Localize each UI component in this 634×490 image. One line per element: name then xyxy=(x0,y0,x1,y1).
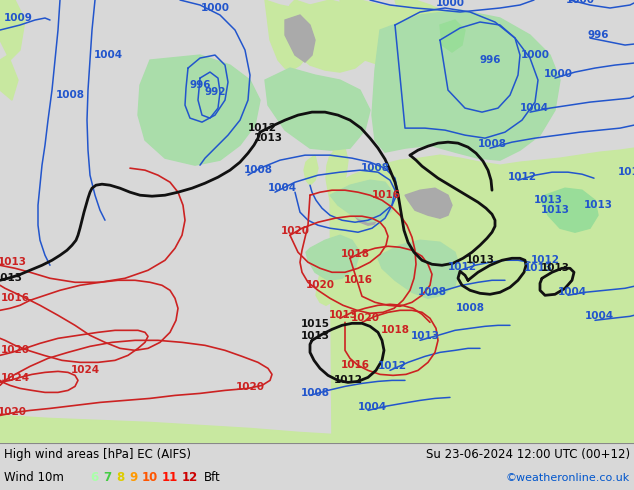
Polygon shape xyxy=(306,235,360,280)
Polygon shape xyxy=(542,188,598,232)
Text: 1008: 1008 xyxy=(301,389,330,398)
Polygon shape xyxy=(265,0,318,70)
Text: 1000: 1000 xyxy=(543,69,573,79)
Text: 1013: 1013 xyxy=(301,331,330,342)
Polygon shape xyxy=(330,148,634,443)
Text: 1012: 1012 xyxy=(448,262,477,272)
Text: 1012: 1012 xyxy=(247,123,276,133)
Text: 8: 8 xyxy=(116,471,124,484)
Text: 1013: 1013 xyxy=(410,331,439,342)
Text: 1008: 1008 xyxy=(477,139,507,149)
Text: 1000: 1000 xyxy=(566,0,595,5)
Text: Su 23-06-2024 12:00 UTC (00+12): Su 23-06-2024 12:00 UTC (00+12) xyxy=(426,448,630,461)
Text: 12: 12 xyxy=(182,471,198,484)
Text: 1013: 1013 xyxy=(618,167,634,177)
Polygon shape xyxy=(328,98,345,155)
Text: ©weatheronline.co.uk: ©weatheronline.co.uk xyxy=(506,473,630,483)
Text: 1020: 1020 xyxy=(235,382,264,392)
Polygon shape xyxy=(405,188,452,218)
Polygon shape xyxy=(138,55,260,165)
Text: 1012: 1012 xyxy=(377,361,406,371)
Text: 1004: 1004 xyxy=(358,402,387,413)
Polygon shape xyxy=(304,155,318,185)
Text: 1013: 1013 xyxy=(524,263,552,273)
Polygon shape xyxy=(0,416,634,443)
Polygon shape xyxy=(498,240,530,300)
Text: 1008: 1008 xyxy=(418,287,446,297)
Text: 1004: 1004 xyxy=(519,103,548,113)
Text: 6: 6 xyxy=(90,471,98,484)
Text: 1012: 1012 xyxy=(531,255,559,265)
Text: 1004: 1004 xyxy=(93,50,122,60)
Text: 1013: 1013 xyxy=(533,195,562,205)
Text: 1013: 1013 xyxy=(465,255,495,265)
Text: 1000: 1000 xyxy=(521,50,550,60)
Text: Bft: Bft xyxy=(204,471,221,484)
Polygon shape xyxy=(378,240,460,298)
Text: 1024: 1024 xyxy=(70,366,100,375)
Text: 1013: 1013 xyxy=(254,133,283,143)
Text: Wind 10m: Wind 10m xyxy=(4,471,64,484)
Text: 1012: 1012 xyxy=(507,172,536,182)
Polygon shape xyxy=(372,10,560,160)
Text: 1020: 1020 xyxy=(0,407,27,417)
Text: 1008: 1008 xyxy=(243,165,273,175)
Text: 10: 10 xyxy=(142,471,158,484)
Polygon shape xyxy=(285,0,380,72)
Text: 1013: 1013 xyxy=(541,263,569,273)
Polygon shape xyxy=(423,205,448,285)
Text: 1000: 1000 xyxy=(200,3,230,13)
Text: 1009: 1009 xyxy=(4,13,32,23)
Text: 1013: 1013 xyxy=(0,273,22,283)
Text: 1020: 1020 xyxy=(351,313,380,323)
Text: 1020: 1020 xyxy=(306,280,335,290)
Text: 996: 996 xyxy=(479,55,501,65)
Polygon shape xyxy=(316,205,385,305)
Polygon shape xyxy=(395,0,450,52)
Polygon shape xyxy=(340,0,410,65)
Text: 996: 996 xyxy=(587,30,609,40)
Text: 11: 11 xyxy=(162,471,178,484)
Polygon shape xyxy=(558,195,634,260)
Text: 7: 7 xyxy=(103,471,111,484)
Text: High wind areas [hPa] EC (AIFS): High wind areas [hPa] EC (AIFS) xyxy=(4,448,191,461)
Text: 1004: 1004 xyxy=(557,287,586,297)
Text: 1004: 1004 xyxy=(585,311,614,321)
Text: 1018: 1018 xyxy=(340,249,370,259)
Text: 1024: 1024 xyxy=(1,373,30,383)
Polygon shape xyxy=(326,248,360,300)
Text: 1016: 1016 xyxy=(344,275,373,285)
Polygon shape xyxy=(440,20,465,52)
Text: 1012: 1012 xyxy=(333,375,363,386)
Text: 1018: 1018 xyxy=(380,325,410,335)
Text: 1008: 1008 xyxy=(361,163,389,173)
Text: 1000: 1000 xyxy=(436,0,465,8)
Polygon shape xyxy=(285,15,315,62)
Text: 1008: 1008 xyxy=(56,90,84,100)
Polygon shape xyxy=(265,68,370,150)
Text: 1020: 1020 xyxy=(1,345,30,355)
Text: 1016: 1016 xyxy=(340,360,370,370)
Text: 1013: 1013 xyxy=(0,257,27,267)
Polygon shape xyxy=(0,0,25,60)
Text: 1020: 1020 xyxy=(280,226,309,236)
Polygon shape xyxy=(326,148,348,205)
Text: 9: 9 xyxy=(129,471,137,484)
Text: 1013: 1013 xyxy=(328,310,358,320)
Text: 996: 996 xyxy=(190,80,210,90)
Polygon shape xyxy=(0,55,18,100)
Text: 1016: 1016 xyxy=(372,190,401,200)
Polygon shape xyxy=(354,208,378,225)
Text: 1008: 1008 xyxy=(455,303,484,313)
Text: 1004: 1004 xyxy=(268,183,297,193)
Text: 1015: 1015 xyxy=(301,319,330,329)
Polygon shape xyxy=(330,180,395,222)
Text: 1013: 1013 xyxy=(583,200,612,210)
Text: 1016: 1016 xyxy=(1,294,30,303)
Text: 1013: 1013 xyxy=(541,205,569,215)
Text: 992: 992 xyxy=(204,87,226,97)
